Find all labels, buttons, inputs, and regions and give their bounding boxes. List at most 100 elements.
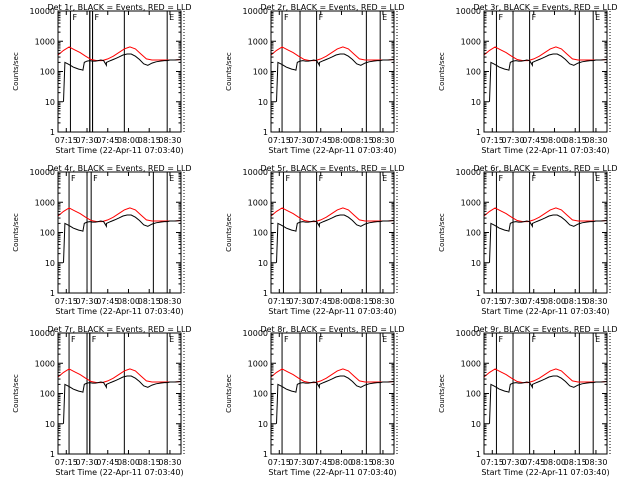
flag-label: F [532, 13, 537, 22]
x-axis-label: Start Time (22-Apr-11 07:03:40) [55, 307, 183, 316]
y-tick-label: 100 [466, 68, 481, 77]
plot-frame [270, 332, 395, 455]
flag-label: F [93, 174, 98, 183]
y-tick-label: 1 [263, 450, 268, 459]
x-tick-label: 07:15 [55, 136, 78, 145]
x-tick-label: 08:00 [543, 458, 566, 467]
x-tick-label: 07:15 [268, 136, 291, 145]
x-tick-label: 08:30 [584, 297, 607, 306]
x-tick-label: 07:15 [481, 297, 504, 306]
y-tick-label: 1 [50, 289, 55, 298]
x-tick-label: 08:30 [158, 297, 181, 306]
y-tick-label: 1 [476, 289, 481, 298]
x-tick-label: 08:00 [543, 297, 566, 306]
y-tick-label: 100 [40, 68, 55, 77]
x-tick-label: 08:15 [351, 297, 374, 306]
flag-label: F [285, 174, 290, 183]
det-plot-3: F F E11010010001000007:1507:3007:4508:0008… [438, 3, 618, 155]
plot-frame [270, 171, 395, 294]
events-rate-line [63, 53, 182, 102]
y-tick-label: 10 [258, 98, 268, 107]
x-tick-label: 07:45 [309, 297, 332, 306]
y-tick-label: 1 [263, 128, 268, 137]
x-tick-label: 08:00 [330, 136, 353, 145]
y-tick-label: 1 [50, 450, 55, 459]
x-tick-label: 07:30 [75, 136, 98, 145]
x-tick-label: 07:45 [96, 458, 119, 467]
det-plot-8: F F E11010010001000007:1507:3007:4508:0008… [225, 325, 405, 477]
flag-label: F [95, 13, 100, 22]
det-plot-7: F F E11010010001000007:1507:3007:4508:0008… [12, 325, 192, 477]
y-tick-label: 1 [50, 128, 55, 137]
events-rate-line [276, 375, 395, 424]
y-tick-label: 1000 [35, 198, 55, 207]
flag-label: F [532, 335, 537, 344]
flag-label: F [498, 13, 503, 22]
x-axis-label: Start Time (22-Apr-11 07:03:40) [481, 468, 609, 477]
x-tick-label: 07:15 [268, 458, 291, 467]
det-plot-9: F F E11010010001000007:1507:3007:4508:0008… [438, 325, 618, 477]
x-tick-label: 08:15 [138, 136, 161, 145]
plot-frame [57, 10, 182, 133]
x-axis-label: Start Time (22-Apr-11 07:03:40) [268, 146, 396, 155]
det-plot-2: F F E11010010001000007:1507:3007:4508:0008… [225, 3, 405, 155]
x-axis-label: Start Time (22-Apr-11 07:03:40) [481, 146, 609, 155]
y-tick-label: 100 [40, 229, 55, 238]
x-tick-label: 07:45 [522, 458, 545, 467]
plot-frame [483, 10, 608, 133]
y-tick-label: 10 [471, 259, 481, 268]
flag-label: F [319, 335, 324, 344]
lld-rate-line [57, 207, 182, 223]
flag-label: F [92, 335, 97, 344]
flag-label: F [319, 13, 324, 22]
y-tick-label: 1000 [248, 37, 268, 46]
x-axis-label: Start Time (22-Apr-11 07:03:40) [55, 468, 183, 477]
lld-rate-line [483, 46, 608, 62]
flag-label: F [284, 13, 289, 22]
x-tick-label: 08:00 [117, 458, 140, 467]
flag-label: E [382, 174, 387, 183]
y-axis-label: Counts/sec [438, 52, 446, 91]
x-tick-label: 08:15 [351, 458, 374, 467]
plot-frame [483, 171, 608, 294]
y-tick-label: 1000 [35, 359, 55, 368]
plot-title: Det 9r, BLACK = Events, RED = LLD [473, 325, 617, 334]
x-tick-label: 07:30 [288, 297, 311, 306]
y-tick-label: 1000 [248, 359, 268, 368]
det-plot-5: F F E11010010001000007:1507:3007:4508:0008… [225, 164, 405, 316]
plot-title: Det 5r, BLACK = Events, RED = LLD [260, 164, 404, 173]
x-tick-label: 07:15 [481, 458, 504, 467]
y-axis-label: Counts/sec [12, 374, 20, 413]
x-tick-label: 08:00 [117, 297, 140, 306]
x-tick-label: 08:15 [564, 458, 587, 467]
x-tick-label: 08:15 [564, 136, 587, 145]
flag-label: E [595, 174, 600, 183]
y-tick-label: 10 [471, 98, 481, 107]
x-tick-label: 07:45 [309, 136, 332, 145]
x-tick-label: 08:00 [330, 458, 353, 467]
det-plot-1: F F E11010010001000007:1507:3007:4508:0008… [12, 3, 192, 155]
y-tick-label: 10 [45, 259, 55, 268]
events-rate-line [63, 214, 182, 263]
det-plot-4: F F E11010010001000007:1507:3007:4508:0008… [12, 164, 192, 316]
plot-frame [57, 171, 182, 294]
y-tick-label: 100 [466, 390, 481, 399]
y-tick-label: 10000 [243, 7, 268, 16]
y-axis-label: Counts/sec [225, 52, 233, 91]
flag-label: F [532, 174, 537, 183]
y-tick-label: 10000 [243, 329, 268, 338]
y-tick-label: 10000 [30, 7, 55, 16]
y-tick-label: 10 [258, 420, 268, 429]
plot-title: Det 3r, BLACK = Events, RED = LLD [473, 3, 617, 12]
x-tick-label: 07:15 [481, 136, 504, 145]
det-plot-6: F F E11010010001000007:1507:3007:4508:0008… [438, 164, 618, 316]
y-axis-label: Counts/sec [225, 213, 233, 252]
flag-label: E [169, 13, 174, 22]
y-tick-label: 10 [258, 259, 268, 268]
plot-title: Det 4r, BLACK = Events, RED = LLD [47, 164, 191, 173]
flag-label: F [72, 13, 77, 22]
x-tick-label: 08:15 [351, 136, 374, 145]
lld-rate-line [270, 46, 395, 62]
x-tick-label: 07:15 [55, 297, 78, 306]
